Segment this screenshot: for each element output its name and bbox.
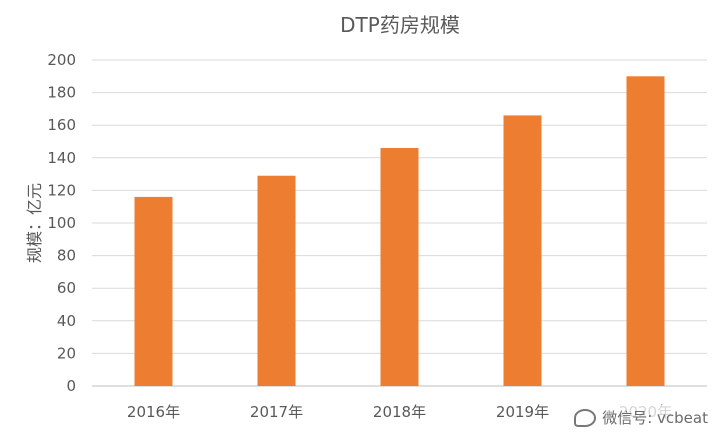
wechat-icon — [574, 408, 597, 427]
y-tick-labels: 0 20 40 60 80 100 120 140 160 180 200 — [47, 51, 76, 395]
chart-title: DTP药房规模 — [340, 13, 460, 37]
bar — [626, 76, 665, 387]
bar — [503, 115, 542, 387]
y-tick-label: 80 — [57, 247, 76, 265]
y-axis-label: 规模：亿元 — [25, 183, 44, 263]
x-tick-label: 2016年 — [127, 403, 180, 421]
y-tick-label: 40 — [57, 312, 76, 330]
y-tick-label: 60 — [57, 279, 76, 297]
y-tick-label: 200 — [47, 51, 76, 69]
bar — [257, 175, 296, 386]
y-tick-label: 100 — [47, 214, 76, 232]
y-tick-label: 160 — [47, 116, 76, 134]
watermark: 微信号: vcbeat — [568, 405, 714, 430]
bar — [380, 148, 419, 386]
y-tick-label: 20 — [57, 344, 76, 362]
watermark-text: 微信号: vcbeat — [602, 409, 708, 427]
x-tick-label: 2019年 — [496, 403, 549, 421]
y-tick-label: 140 — [47, 149, 76, 167]
y-tick-label: 0 — [66, 377, 76, 395]
y-tick-label: 180 — [47, 84, 76, 102]
x-tick-label: 2017年 — [250, 403, 303, 421]
y-tick-label: 120 — [47, 181, 76, 199]
bar — [134, 196, 173, 386]
x-tick-label: 2018年 — [373, 403, 426, 421]
bars — [134, 76, 665, 387]
